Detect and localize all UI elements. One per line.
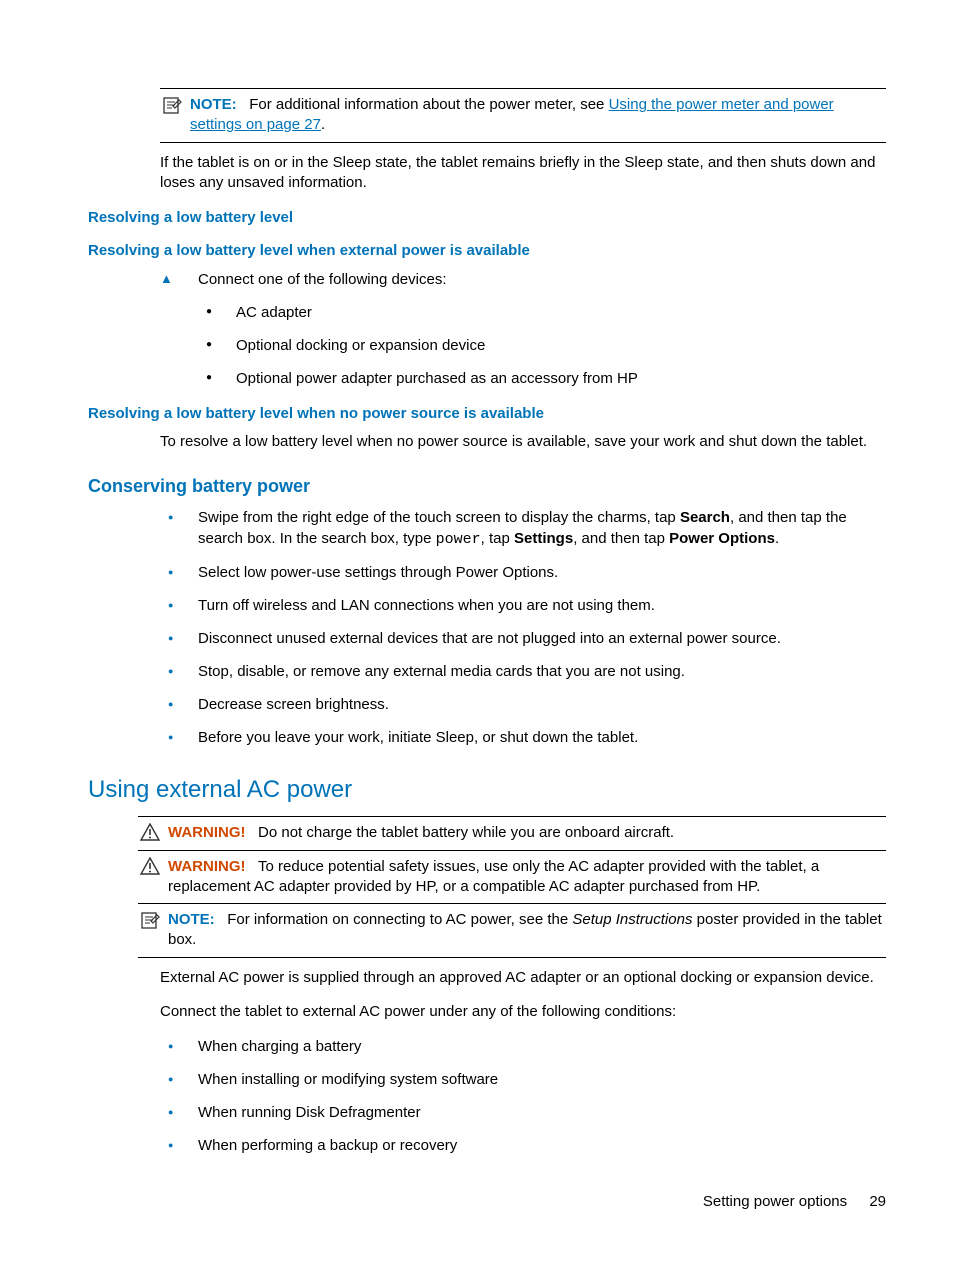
step-connect: Connect one of the following devices: [198, 269, 886, 290]
paragraph-ac2: Connect the tablet to external AC power … [160, 1002, 886, 1022]
warning-icon [138, 823, 162, 845]
note-text-pre: For information on connecting to AC powe… [227, 911, 572, 928]
list-item: Before you leave your work, initiate Sle… [198, 727, 886, 748]
ac-conditions-list: When charging a battery When installing … [88, 1036, 886, 1156]
list-item: Swipe from the right edge of the touch s… [198, 507, 886, 550]
device-list: AC adapter Optional docking or expansion… [88, 302, 886, 389]
heading-conserve: Conserving battery power [88, 476, 886, 497]
paragraph-sleep: If the tablet is on or in the Sleep stat… [160, 153, 886, 194]
note-label: NOTE: [190, 96, 237, 113]
warning-text: Do not charge the tablet battery while y… [258, 824, 674, 841]
list-item: AC adapter [236, 302, 886, 323]
note-block: NOTE: For additional information about t… [160, 88, 886, 143]
conserve-list: Swipe from the right edge of the touch s… [88, 507, 886, 748]
list-item: When performing a backup or recovery [198, 1135, 886, 1156]
warning-icon [138, 857, 162, 879]
note-text-ital: Setup Instructions [572, 911, 692, 928]
warning-block: WARNING! To reduce potential safety issu… [138, 851, 886, 905]
list-item: Decrease screen brightness. [198, 694, 886, 715]
paragraph-resolve-none: To resolve a low battery level when no p… [160, 432, 886, 452]
list-item: When charging a battery [198, 1036, 886, 1057]
note-block: NOTE: For information on connecting to A… [138, 904, 886, 958]
list-item: Select low power-use settings through Po… [198, 562, 886, 583]
warning-text: To reduce potential safety issues, use o… [168, 858, 819, 895]
page-number: 29 [869, 1193, 886, 1210]
note-icon [138, 910, 162, 934]
list-item: Optional power adapter purchased as an a… [236, 368, 886, 389]
note-text-post: . [321, 116, 325, 133]
list-item: Turn off wireless and LAN connections wh… [198, 595, 886, 616]
footer-section: Setting power options [703, 1193, 847, 1210]
heading-resolve-external: Resolving a low battery level when exter… [88, 242, 886, 259]
heading-resolve-none: Resolving a low battery level when no po… [88, 405, 886, 422]
heading-resolve: Resolving a low battery level [88, 209, 886, 226]
note-text-pre: For additional information about the pow… [249, 96, 608, 113]
warning-label: WARNING! [168, 858, 246, 875]
warning-block: WARNING! Do not charge the tablet batter… [138, 816, 886, 850]
list-item: Optional docking or expansion device [236, 335, 886, 356]
note-icon [160, 95, 184, 119]
list-item: Disconnect unused external devices that … [198, 628, 886, 649]
paragraph-ac1: External AC power is supplied through an… [160, 968, 886, 988]
note-label: NOTE: [168, 911, 215, 928]
list-item: Stop, disable, or remove any external me… [198, 661, 886, 682]
warning-label: WARNING! [168, 824, 246, 841]
list-item: When running Disk Defragmenter [198, 1102, 886, 1123]
heading-ac-power: Using external AC power [88, 776, 886, 804]
list-item: When installing or modifying system soft… [198, 1069, 886, 1090]
page-footer: Setting power options 29 [703, 1193, 886, 1210]
